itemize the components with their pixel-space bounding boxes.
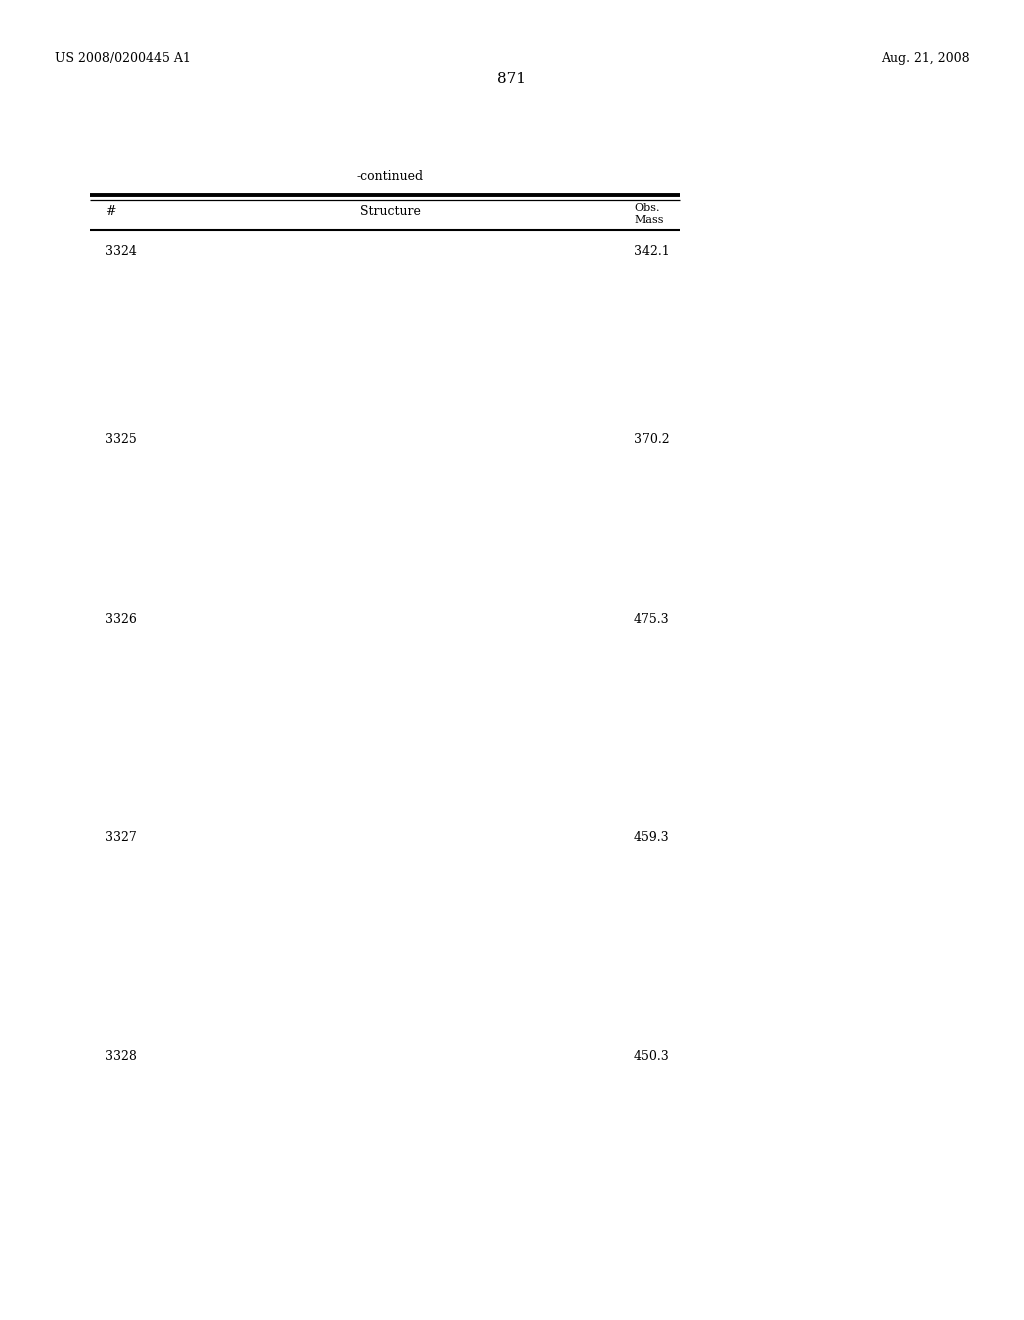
Text: Aug. 21, 2008: Aug. 21, 2008 bbox=[882, 51, 970, 65]
Text: #: # bbox=[105, 205, 116, 218]
Text: 475.3: 475.3 bbox=[634, 612, 670, 626]
Text: 3327: 3327 bbox=[105, 832, 137, 843]
Text: 3325: 3325 bbox=[105, 433, 137, 446]
Text: -continued: -continued bbox=[356, 170, 424, 183]
Text: 871: 871 bbox=[498, 73, 526, 86]
Text: 3328: 3328 bbox=[105, 1049, 137, 1063]
Text: 459.3: 459.3 bbox=[634, 832, 670, 843]
Text: Structure: Structure bbox=[359, 205, 421, 218]
Text: Obs.: Obs. bbox=[634, 203, 659, 213]
Text: 342.1: 342.1 bbox=[634, 246, 670, 257]
Text: 3326: 3326 bbox=[105, 612, 137, 626]
Text: US 2008/0200445 A1: US 2008/0200445 A1 bbox=[55, 51, 190, 65]
Text: 370.2: 370.2 bbox=[634, 433, 670, 446]
Text: Mass: Mass bbox=[634, 215, 664, 224]
Text: 450.3: 450.3 bbox=[634, 1049, 670, 1063]
Text: 3324: 3324 bbox=[105, 246, 137, 257]
